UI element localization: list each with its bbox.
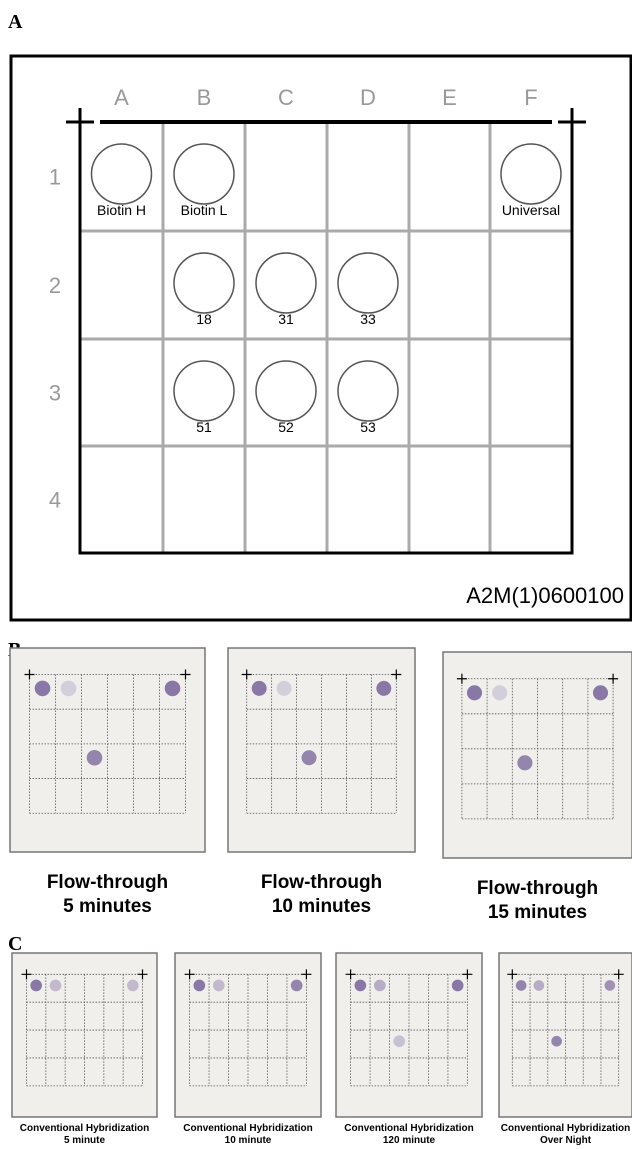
spot	[452, 980, 464, 992]
panel-label: A	[8, 11, 23, 33]
column-label: D	[360, 85, 376, 110]
column-label: E	[442, 85, 457, 110]
cross-mark	[558, 108, 586, 136]
row-label: 1	[49, 165, 61, 190]
spot-label: 53	[360, 419, 376, 435]
spot	[256, 253, 316, 313]
caption: Flow-through	[47, 872, 168, 893]
spot	[87, 750, 103, 766]
spot	[492, 685, 507, 700]
caption: Conventional Hybridization	[344, 1123, 473, 1134]
caption: 10 minutes	[272, 896, 371, 917]
spot	[302, 750, 317, 765]
spot	[174, 361, 234, 421]
row-label: 3	[49, 381, 61, 406]
spot	[50, 980, 62, 992]
spot	[174, 144, 234, 204]
caption: 5 minutes	[63, 896, 152, 917]
spot	[374, 980, 386, 992]
row-label: 2	[49, 273, 61, 298]
spot	[376, 681, 391, 696]
spot-label: Universal	[502, 202, 560, 218]
column-label: C	[278, 85, 294, 110]
spot	[605, 980, 616, 991]
spot	[193, 980, 205, 992]
spot	[354, 980, 366, 992]
caption: 15 minutes	[488, 902, 587, 923]
panel-label: C	[8, 933, 22, 955]
spot	[277, 681, 292, 696]
spot	[534, 980, 545, 991]
spot	[61, 681, 77, 697]
spot	[517, 755, 532, 770]
cross-mark	[66, 108, 94, 136]
figure: A B C ABCDEF1234Biotin HBiotin LUniversa…	[0, 0, 632, 1149]
spot-label: 52	[278, 419, 294, 435]
spot-label: Biotin L	[181, 202, 228, 218]
spot-label: Biotin H	[97, 202, 146, 218]
spot	[256, 361, 316, 421]
caption: 120 minute	[383, 1135, 436, 1146]
caption: Conventional Hybridization	[183, 1123, 312, 1134]
spot-label: 33	[360, 311, 376, 327]
spot-label: 31	[278, 311, 294, 327]
spot	[593, 685, 608, 700]
spot	[165, 681, 181, 697]
spot	[30, 980, 42, 992]
spot	[213, 980, 225, 992]
spot	[291, 980, 303, 992]
spot	[92, 144, 152, 204]
spot	[467, 685, 482, 700]
spot	[551, 1036, 562, 1047]
spot	[516, 980, 527, 991]
spot	[338, 253, 398, 313]
spot	[127, 980, 139, 992]
caption: Flow-through	[261, 872, 382, 893]
caption: Flow-through	[477, 878, 598, 899]
caption: 5 minute	[64, 1135, 106, 1146]
spot	[174, 253, 234, 313]
caption: 10 minute	[225, 1135, 272, 1146]
column-label: B	[197, 85, 212, 110]
spot-label: 18	[196, 311, 212, 327]
column-label: A	[114, 85, 129, 110]
array-code: A2M(1)0600100	[466, 583, 624, 608]
caption: Over Night	[540, 1135, 592, 1146]
spot	[35, 681, 51, 697]
caption: Conventional Hybridization	[501, 1123, 630, 1134]
spot-label: 51	[196, 419, 212, 435]
spot	[252, 681, 267, 696]
column-label: F	[524, 85, 537, 110]
spot	[338, 361, 398, 421]
spot	[393, 1035, 405, 1047]
caption: Conventional Hybridization	[20, 1123, 149, 1134]
spot	[501, 144, 561, 204]
row-label: 4	[49, 488, 61, 513]
